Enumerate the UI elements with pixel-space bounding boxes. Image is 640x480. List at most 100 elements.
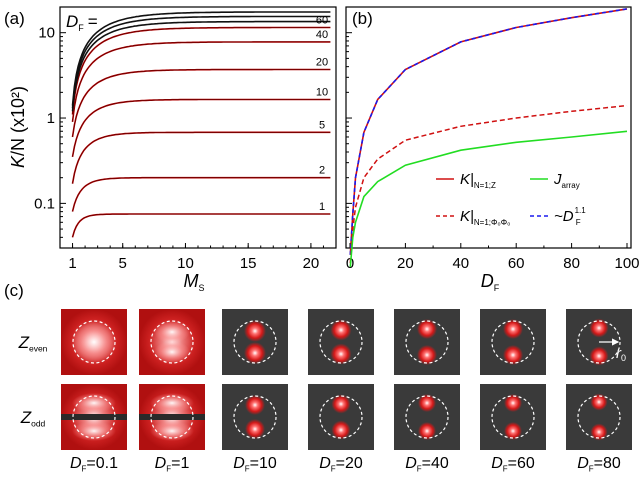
col-label-2: DF=10	[233, 455, 277, 474]
guide-circle	[72, 395, 116, 439]
lobe-center	[72, 322, 116, 362]
lobe-bottom	[72, 421, 116, 441]
panel-b-ticks: 0 20 40 60 80 100	[346, 32, 640, 272]
col-label-3: DF=20	[319, 455, 363, 474]
curve-df-1	[71, 213, 331, 238]
guide-circle	[233, 395, 277, 439]
lobe-bottom	[504, 422, 522, 440]
density-image-odd-6	[566, 384, 632, 450]
panel-c-letter: (c)	[4, 281, 24, 300]
curve-df-40	[71, 41, 331, 123]
x-tick-label: 80	[563, 255, 580, 272]
curve-outline-4	[72, 69, 331, 138]
lobe-bottom	[590, 423, 608, 441]
curve-label-5: 5	[319, 119, 325, 131]
curve-label-40: 40	[316, 29, 328, 41]
lobe-top	[72, 393, 116, 413]
curve-df-20	[71, 68, 331, 138]
curve-df-5	[71, 131, 331, 184]
panel-a-curve-labels: 1 2 5 10 20 40 60	[316, 15, 328, 214]
x-tick-label: 10	[177, 255, 194, 272]
lobe-top	[503, 319, 523, 339]
lobe-top	[330, 319, 352, 341]
density-image-odd-5	[480, 384, 546, 450]
legend-entry-2: K|N=1;Φ₀Φ₀	[460, 208, 510, 227]
image-bg	[308, 309, 374, 375]
density-image-odd-2	[222, 384, 288, 450]
curve-df-10	[71, 98, 331, 158]
lobe-top	[331, 394, 351, 414]
density-image-odd-0	[61, 384, 127, 450]
y-tick-label: 10	[38, 25, 55, 42]
legend-entry-0: K|N=1;Z	[460, 171, 496, 190]
density-image-even-5	[480, 309, 546, 375]
guide-circle	[319, 320, 363, 364]
col-label-6: DF=80	[577, 455, 621, 474]
guide-circle	[577, 395, 621, 439]
legend-entry-1: Jarray	[553, 171, 580, 190]
curve-label-20: 20	[316, 57, 328, 69]
y-tick-label: 0.1	[34, 195, 55, 212]
panel-b-legend: K|N=1;Z Jarray K|N=1;Φ₀Φ₀ ~D1.1 F	[436, 171, 586, 227]
image-bg	[222, 384, 288, 450]
node-line	[61, 414, 127, 420]
lobe-bottom	[589, 346, 609, 366]
curve-outline-0	[72, 213, 331, 238]
legend-entry-3: ~D1.1 F	[554, 206, 586, 227]
guide-circle	[150, 320, 194, 364]
panel-b-xlabel: DF	[481, 271, 500, 293]
lobe-bottom	[244, 342, 266, 364]
x-tick-label: 20	[303, 255, 320, 272]
image-bg	[480, 384, 546, 450]
image-bg	[394, 384, 460, 450]
panel-a-df-label: DF =	[66, 12, 98, 33]
curve--D-F-1-1	[349, 8, 628, 255]
curve-label-10: 10	[316, 86, 328, 98]
r0-label: r0	[616, 345, 626, 363]
y-tick-label: 1	[47, 110, 55, 127]
guide-circle	[233, 320, 277, 364]
col-label-5: DF=60	[491, 455, 535, 474]
panel-c: (c) Zeven Zodd DF=0.1 DF=1 DF=10 DF=20 DF=40 DF…	[4, 281, 632, 474]
curve-outline-6	[72, 27, 331, 115]
x-tick-label: 100	[614, 255, 639, 272]
curve-label-2: 2	[319, 165, 325, 177]
curve-label-1: 1	[319, 201, 325, 213]
curve-K-N-1-	[349, 104, 628, 264]
panel-b-curves	[349, 8, 628, 267]
density-image-odd-1	[139, 384, 205, 450]
lobe-bottom	[330, 343, 352, 365]
curve-df-extra-8	[71, 15, 331, 109]
lobe-bottom	[150, 421, 194, 441]
curve-J-array	[349, 130, 628, 267]
panel-b-letter: (b)	[352, 9, 373, 28]
image-bg	[394, 309, 460, 375]
density-image-even-4	[394, 309, 460, 375]
panel-a-ylabel: K/N (x10²)	[8, 86, 28, 168]
lobe-top	[245, 395, 265, 415]
guide-circle	[577, 320, 621, 364]
curve-df-2	[71, 176, 331, 212]
x-tick-label: 40	[452, 255, 469, 272]
x-tick-label: 60	[508, 255, 525, 272]
density-image-even-0	[61, 309, 127, 375]
x-tick-label: 15	[240, 255, 257, 272]
panel-a-xlabel: MS	[183, 271, 204, 293]
lobe-bottom	[503, 345, 523, 365]
guide-circle	[72, 320, 116, 364]
lobe-top	[154, 321, 190, 343]
guide-circle	[491, 320, 535, 364]
density-image-odd-3	[308, 384, 374, 450]
row-label-odd: Zodd	[20, 408, 46, 429]
panel-b: (b) 0 20 40 60 80 100 K|N=1;Z JarrayK|N=1;Φ₀Φ₀…	[345, 6, 640, 293]
lobe-bottom	[417, 345, 437, 365]
panel-a-letter: (a)	[4, 9, 25, 28]
guide-circle	[405, 395, 449, 439]
curve-label-60: 60	[316, 15, 328, 27]
curve-df-extra-9	[71, 11, 331, 106]
density-image-odd-4	[394, 384, 460, 450]
lobe-bottom	[245, 419, 265, 439]
